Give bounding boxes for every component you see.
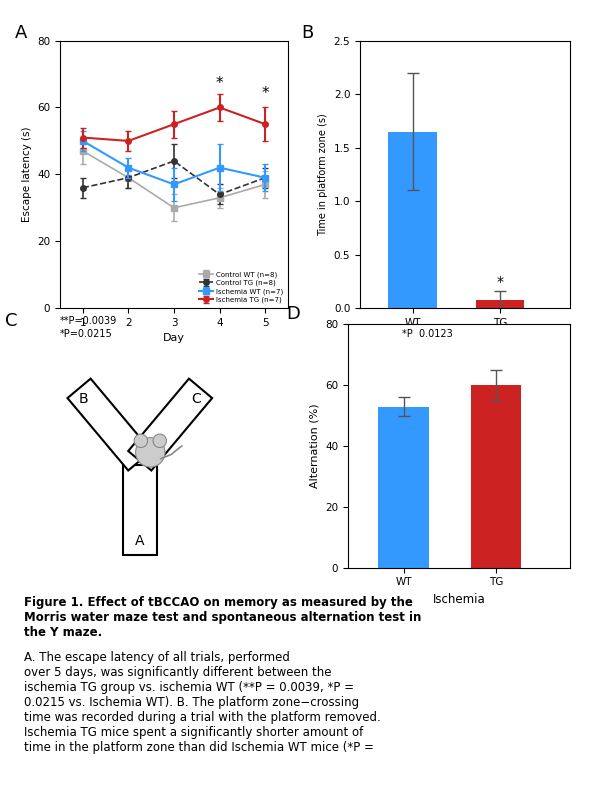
Bar: [476, 299, 524, 308]
Text: *P  0.0123: *P 0.0123: [402, 328, 453, 338]
Text: *: *: [497, 275, 503, 289]
Polygon shape: [128, 379, 212, 470]
X-axis label: Ischemia: Ischemia: [439, 333, 491, 346]
Text: A. The escape latency of all trials, performed
over 5 days, was significantly di: A. The escape latency of all trials, per…: [24, 651, 381, 754]
Text: **P=0.0039: **P=0.0039: [60, 316, 117, 326]
Legend: Control WT (n=8), Control TG (n=8), Ischemia WT (n=7), Ischemia TG (n=7): Control WT (n=8), Control TG (n=8), Isch…: [198, 270, 284, 305]
Bar: [388, 131, 437, 308]
Text: *: *: [216, 75, 223, 91]
X-axis label: Day: Day: [163, 333, 185, 343]
Text: A: A: [135, 534, 145, 547]
Bar: [470, 385, 521, 568]
Bar: [378, 406, 429, 568]
Circle shape: [134, 434, 148, 448]
Text: *: *: [262, 86, 269, 101]
Circle shape: [136, 438, 165, 467]
Circle shape: [153, 434, 166, 448]
Text: D: D: [286, 305, 300, 323]
Polygon shape: [67, 379, 151, 470]
Text: B: B: [79, 393, 89, 406]
Text: B: B: [301, 24, 313, 42]
Text: C: C: [191, 393, 201, 406]
Y-axis label: Time in platform zone (s): Time in platform zone (s): [318, 113, 328, 236]
X-axis label: Ischemia: Ischemia: [433, 593, 485, 606]
Y-axis label: Alternation (%): Alternation (%): [310, 404, 320, 488]
Text: C: C: [5, 312, 18, 330]
Text: *P=0.0215: *P=0.0215: [60, 328, 113, 338]
Text: Figure 1. Effect of tBCCAO on memory as measured by the
Morris water maze test a: Figure 1. Effect of tBCCAO on memory as …: [24, 596, 421, 639]
Polygon shape: [123, 465, 157, 556]
Y-axis label: Escape latency (s): Escape latency (s): [22, 127, 32, 222]
Text: A: A: [14, 24, 27, 42]
